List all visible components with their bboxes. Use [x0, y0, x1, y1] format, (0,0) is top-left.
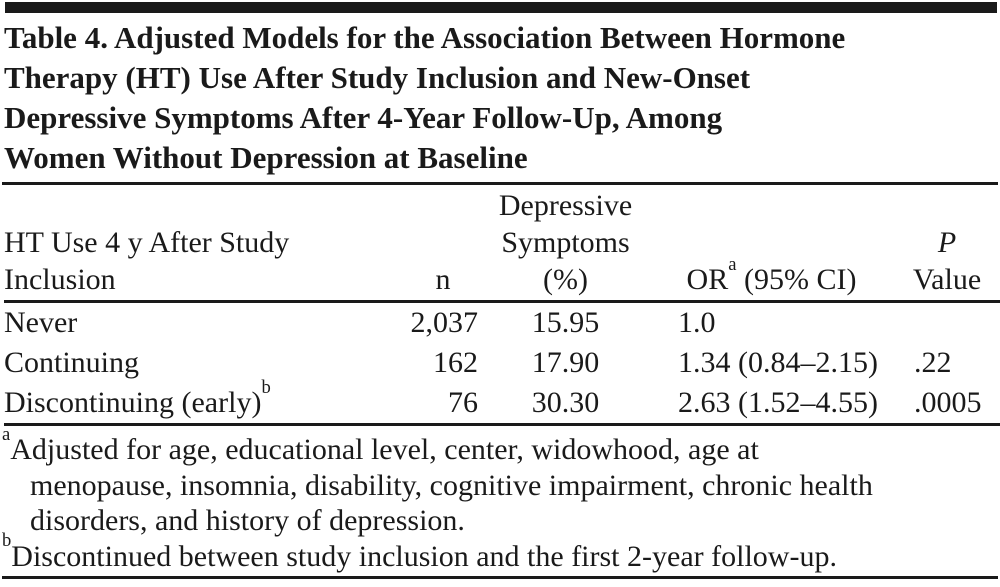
- cell-n: 162: [433, 346, 478, 379]
- cell-depressive-symptoms-pct: 15.95: [531, 306, 600, 339]
- cell-ht-use-category: Continuing: [4, 346, 140, 379]
- footnote-marker-b: b: [2, 530, 12, 552]
- ci-label: (95% CI): [736, 263, 857, 296]
- cell-n: 2,037: [410, 306, 479, 339]
- column-header-line: Value: [912, 263, 982, 296]
- or-label: OR: [686, 263, 729, 296]
- cell-depressive-symptoms-pct: 17.90: [531, 346, 600, 379]
- table-footnotes: aAdjusted for age, educational level, ce…: [2, 425, 1000, 575]
- footnote-a-continued: menopause, insomnia, disability, cogniti…: [30, 468, 873, 502]
- rule-under-title: [2, 182, 998, 185]
- footnote-marker-a-ref: a: [728, 253, 737, 275]
- column-header-line: HT Use 4 y After Study: [4, 226, 290, 259]
- table-row: Never 2,037 15.95 1.0: [4, 302, 1000, 344]
- table-row: Discontinuing (early)b 76 30.30 2.63 (1.…: [4, 378, 1000, 426]
- header-row: HT Use 4 y After Study Inclusion n Depre…: [4, 185, 1000, 303]
- results-table: HT Use 4 y After Study Inclusion n Depre…: [4, 185, 1000, 426]
- footnote-b: bDiscontinued between study inclusion an…: [2, 531, 1000, 575]
- column-header-line: Symptoms: [501, 226, 630, 259]
- bottom-rule: [2, 576, 998, 579]
- table-title-line: Table 4. Adjusted Models for the Associa…: [4, 20, 846, 55]
- cell-n: 76: [404, 383, 482, 426]
- table-row: Continuing 162 17.90 1.34 (0.84–2.15) .2…: [4, 343, 1000, 383]
- table-title: Table 4. Adjusted Models for the Associa…: [4, 18, 1000, 178]
- column-header-n: n: [404, 185, 482, 303]
- cell-depressive-symptoms-pct: 30.30: [482, 383, 649, 426]
- column-header-depressive-symptoms-pct: Depressive Symptoms (%): [482, 185, 649, 303]
- table-title-line: Depressive Symptoms After 4-Year Follow-…: [4, 100, 723, 135]
- cell-ht-use-category: Discontinuing (early)b: [4, 378, 404, 426]
- footnote-a-text: Adjusted for age, educational level, cen…: [10, 433, 759, 466]
- column-header-line: Inclusion: [4, 263, 116, 296]
- cell-p-value: .22: [914, 346, 952, 379]
- cell-ht-use-category: Never: [4, 306, 78, 339]
- cell-p-value: [894, 302, 1000, 344]
- footnote-a-continued: disorders, and history of depression.: [30, 504, 465, 537]
- cell-or-ci: 2.63 (1.52–4.55): [649, 383, 894, 426]
- column-header-line: Depressive: [498, 189, 633, 222]
- footnote-marker-b-ref: b: [261, 376, 271, 398]
- column-header-line: (%): [543, 263, 588, 296]
- cell-or-ci: 1.0: [678, 306, 716, 339]
- column-header-line: ORa (95% CI): [649, 255, 894, 298]
- column-header-or-ci: ORa (95% CI): [649, 185, 894, 303]
- column-header-line: n: [435, 263, 451, 296]
- cell-p-value: .0005: [894, 383, 1000, 426]
- cell-or-ci: 1.34 (0.84–2.15): [678, 346, 878, 379]
- footnote-b-text: Discontinued between study inclusion and…: [11, 539, 837, 573]
- table-title-line: Therapy (HT) Use After Study Inclusion a…: [4, 60, 751, 95]
- column-header-ht-use: HT Use 4 y After Study Inclusion: [4, 185, 404, 303]
- footnote-marker-a: a: [2, 423, 11, 445]
- column-header-p-value: P Value: [894, 185, 1000, 303]
- table-title-line: Women Without Depression at Baseline: [4, 140, 528, 175]
- top-rule: [5, 2, 997, 13]
- footnote-a: aAdjusted for age, educational level, ce…: [2, 425, 1000, 468]
- column-header-line: P: [937, 226, 957, 259]
